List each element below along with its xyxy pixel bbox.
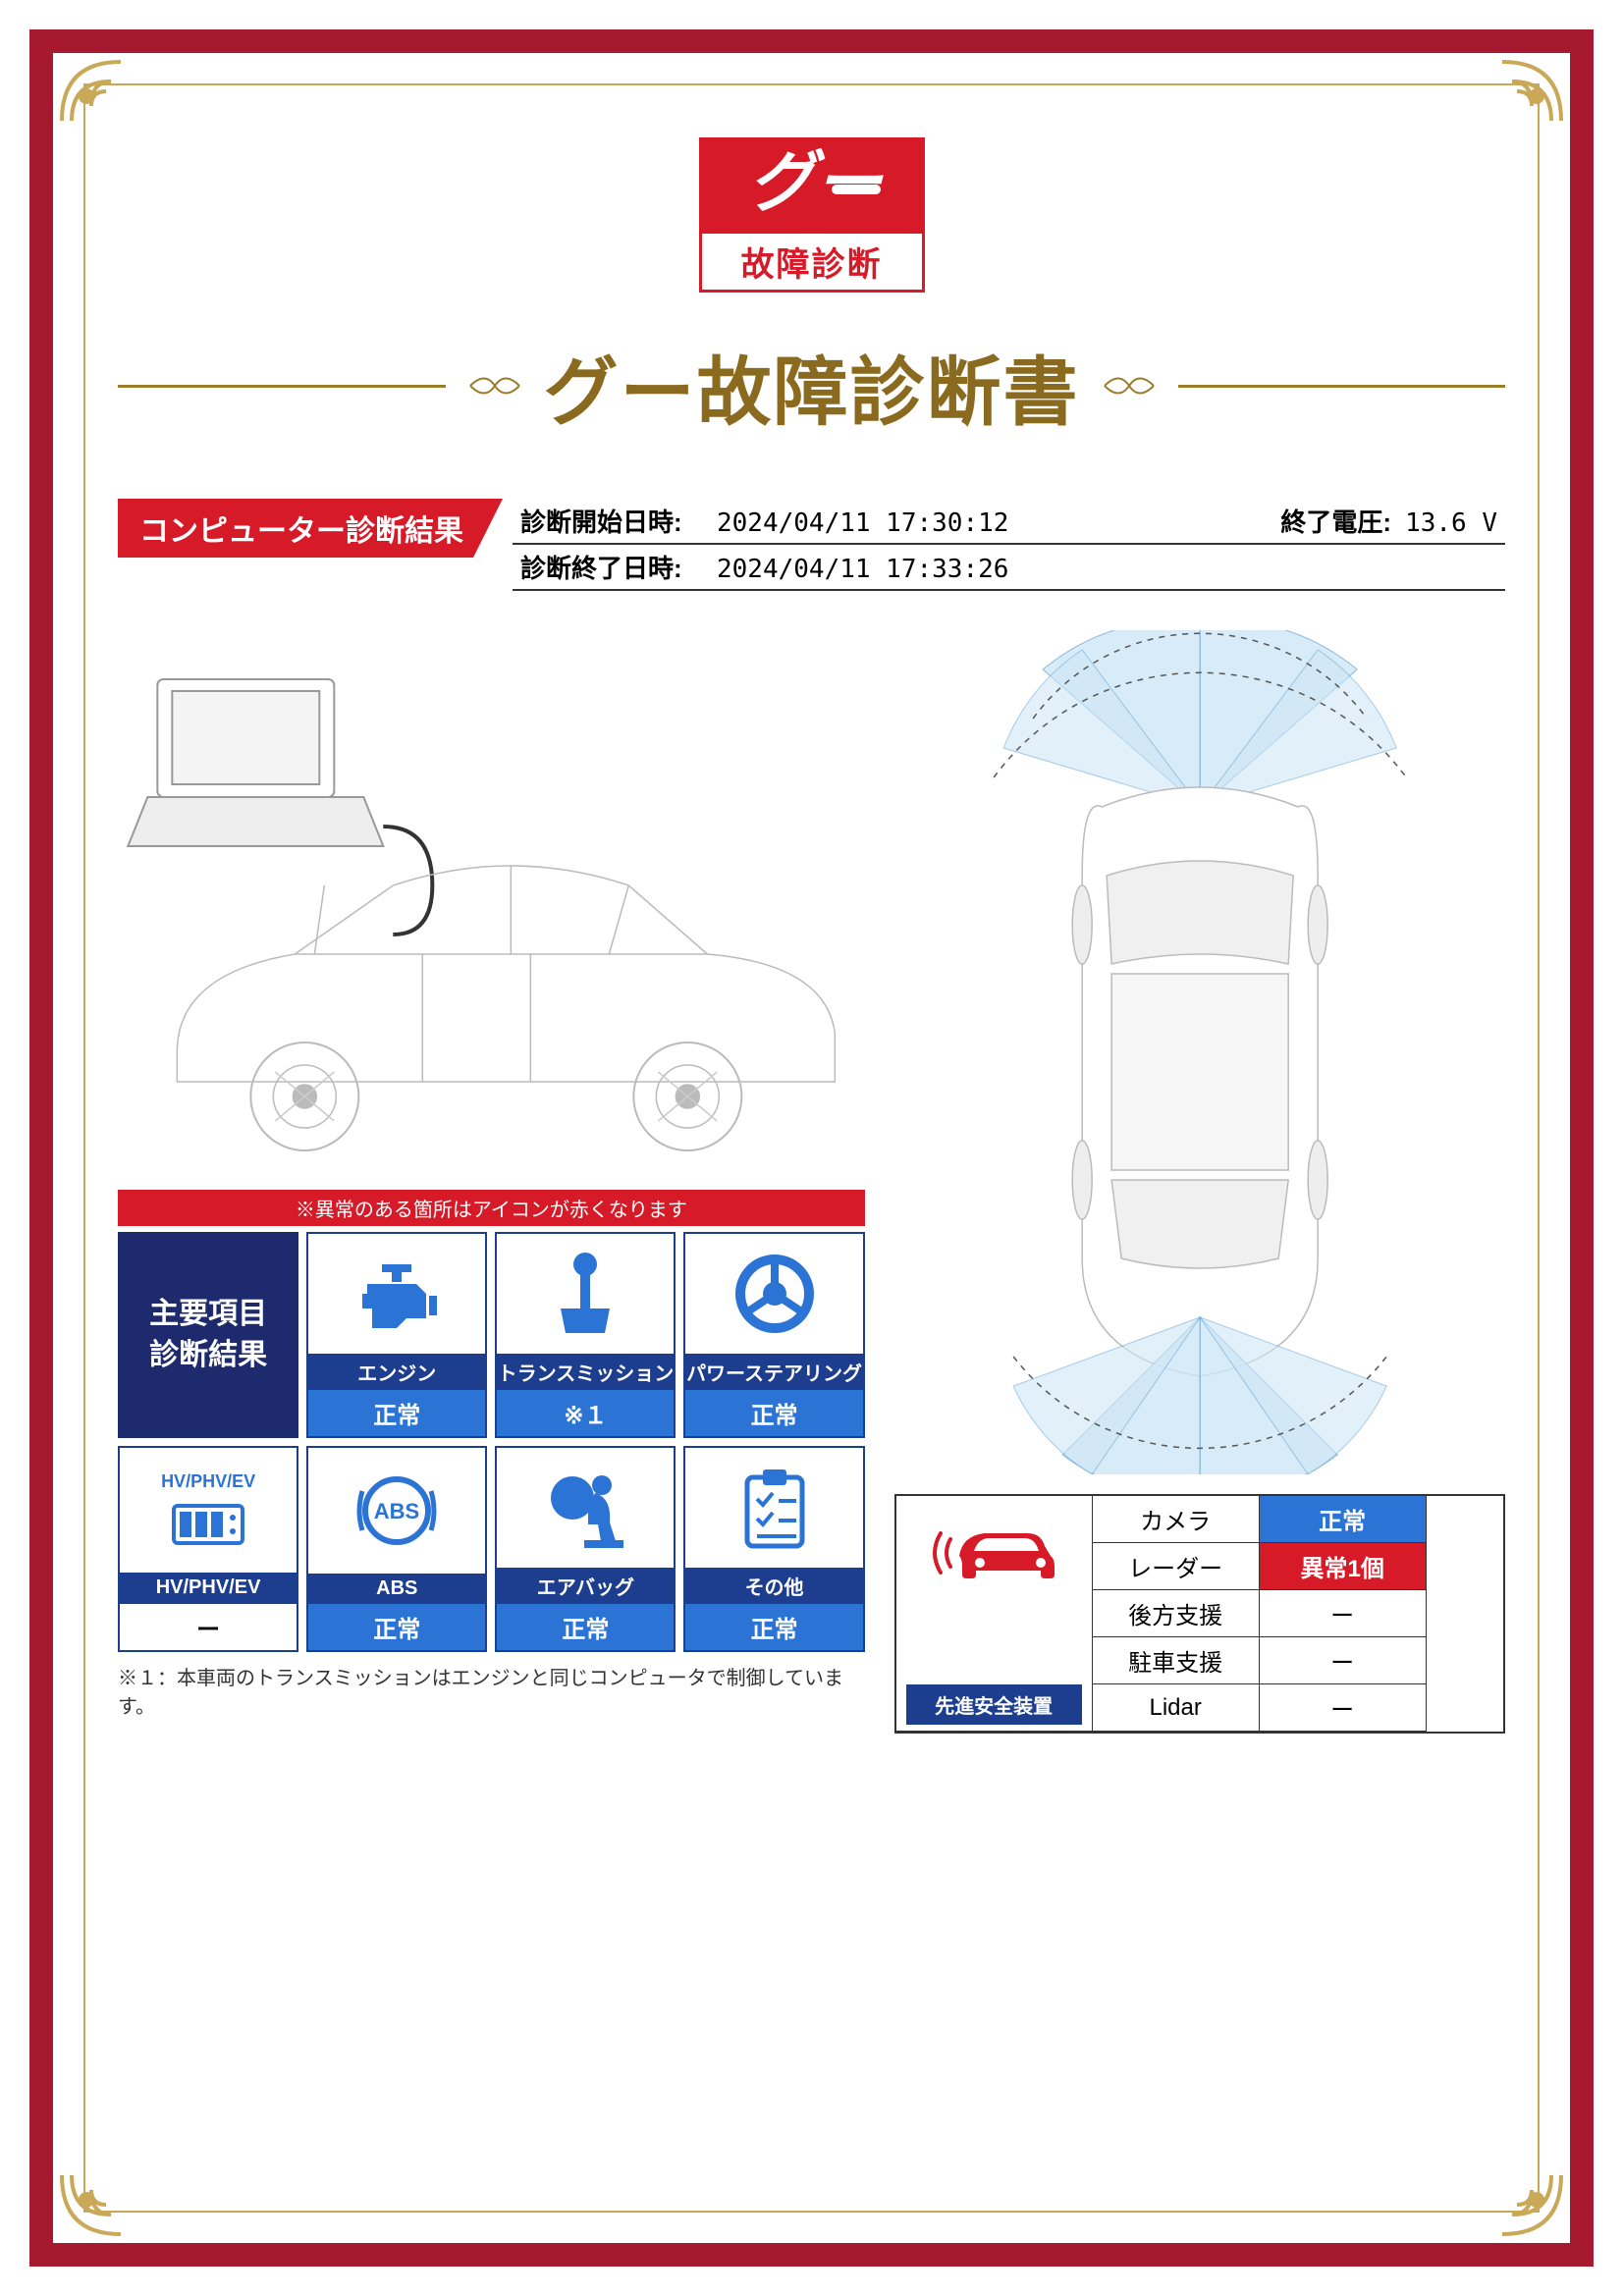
meta-start-value: 2024/04/11 17:30:12 (717, 508, 1008, 538)
item-label: ABS (308, 1574, 485, 1604)
item-status: ※１ (497, 1390, 674, 1436)
page-title: グー故障診断書 (544, 332, 1080, 440)
meta-voltage-label: 終了電圧: (1280, 503, 1391, 539)
item-abs: ABS ABS 正常 (306, 1446, 487, 1652)
item-label: エアバッグ (497, 1568, 674, 1604)
car-side-diagram (118, 630, 865, 1180)
steering-icon (730, 1250, 819, 1338)
hv-text-icon: HV/PHV/EV (161, 1471, 255, 1492)
items-header-card: 主要項目 診断結果 (118, 1232, 298, 1438)
flourish-icon (465, 371, 524, 400)
item-label: パワーステアリング (685, 1354, 862, 1390)
safety-table: 先進安全装置 カメラ 正常 レーダー 異常1個 後方支援 ー 駐車支援 ー Li… (894, 1494, 1505, 1734)
abs-icon: ABS (352, 1467, 441, 1555)
item-status: ー (120, 1603, 297, 1650)
flourish-icon (1100, 371, 1159, 400)
item-transmission: トランスミッション ※１ (495, 1232, 676, 1438)
meta-start-label: 診断開始日時: (520, 503, 717, 539)
safety-row-value: ー (1260, 1637, 1427, 1684)
logo-mark: グー (702, 140, 922, 234)
safety-row-value: 異常1個 (1260, 1543, 1427, 1590)
battery-icon (164, 1496, 252, 1550)
title-row: グー故障診断書 (118, 332, 1505, 440)
section-ribbon: コンピューター診断結果 (118, 499, 503, 558)
meta-end-value: 2024/04/11 17:33:26 (717, 555, 1008, 584)
item-label: その他 (685, 1568, 862, 1604)
item-status: 正常 (685, 1390, 862, 1436)
item-label: トランスミッション (497, 1354, 674, 1390)
car-safety-icon (925, 1502, 1062, 1590)
items-grid: 主要項目 診断結果 エンジン 正常 トランスミッション ※１ パワーステ (118, 1232, 865, 1652)
engine-icon (352, 1255, 441, 1333)
corner-ornament (1497, 57, 1566, 126)
svg-text:ABS: ABS (374, 1499, 419, 1523)
safety-row-label: 駐車支援 (1093, 1637, 1260, 1684)
clipboard-icon (735, 1464, 814, 1552)
car-top-diagram (894, 630, 1505, 1474)
safety-icon-cell: 先進安全装置 (896, 1496, 1093, 1732)
item-hv-phv-ev: HV/PHV/EV HV/PHV/EV ー (118, 1446, 298, 1652)
corner-ornament (1497, 2170, 1566, 2239)
item-status: 正常 (497, 1604, 674, 1650)
safety-row-value: 正常 (1260, 1496, 1427, 1543)
safety-row-label: レーダー (1093, 1543, 1260, 1590)
item-status: 正常 (308, 1390, 485, 1436)
safety-row-label: 後方支援 (1093, 1590, 1260, 1637)
item-status: 正常 (685, 1604, 862, 1650)
meta-voltage-value: 13.6 V (1405, 508, 1497, 538)
item-label: エンジン (308, 1354, 485, 1390)
item-other: その他 正常 (683, 1446, 864, 1652)
airbag-icon (541, 1464, 629, 1552)
corner-ornament (57, 57, 126, 126)
meta-block: 診断開始日時: 2024/04/11 17:30:12 終了電圧: 13.6 V… (513, 499, 1505, 591)
safety-row-label: カメラ (1093, 1496, 1260, 1543)
item-label: HV/PHV/EV (120, 1573, 297, 1603)
footnote: ※１：本車両のトランスミッションはエンジンと同じコンピュータで制御しています。 (118, 1662, 865, 1719)
corner-ornament (57, 2170, 126, 2239)
safety-row-label: Lidar (1093, 1684, 1260, 1732)
meta-end-label: 診断終了日時: (520, 549, 717, 585)
logo-subtitle: 故障診断 (702, 234, 922, 290)
brand-logo: グー 故障診断 (699, 137, 925, 293)
item-power-steering: パワーステアリング 正常 (683, 1232, 864, 1438)
item-engine: エンジン 正常 (306, 1232, 487, 1438)
safety-row-value: ー (1260, 1590, 1427, 1637)
svg-text:グー: グー (748, 148, 884, 220)
safety-row-value: ー (1260, 1684, 1427, 1732)
safety-icon-label: 先進安全装置 (906, 1684, 1082, 1725)
transmission-icon (551, 1250, 620, 1338)
warning-banner: ※異常のある箇所はアイコンが赤くなります (118, 1190, 865, 1226)
item-status: 正常 (308, 1604, 485, 1650)
item-airbag: エアバッグ 正常 (495, 1446, 676, 1652)
